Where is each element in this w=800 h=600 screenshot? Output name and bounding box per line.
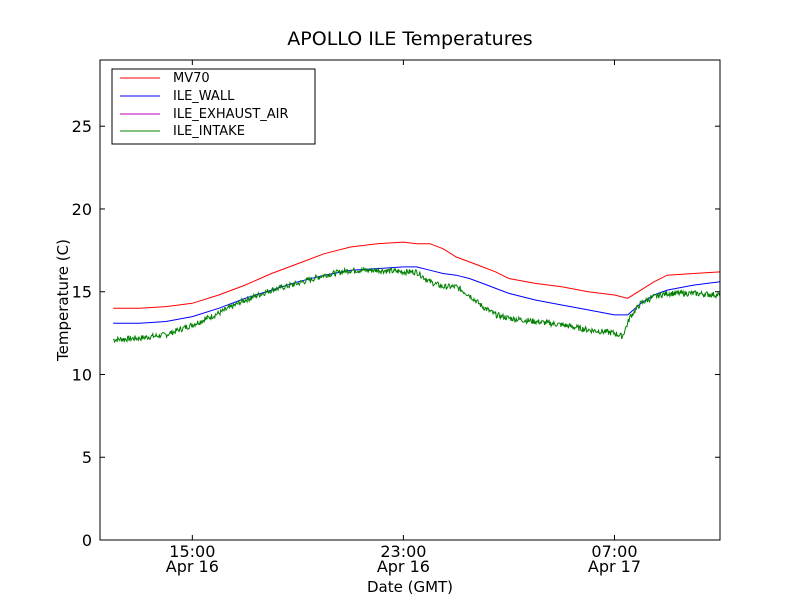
series-line-mv70 — [113, 241, 721, 309]
legend-label-ile-exhaust-air: ILE_EXHAUST_AIR — [173, 107, 289, 122]
legend-label-ile-intake: ILE_INTAKE — [173, 124, 245, 139]
x-tick-label-time: 23:00 — [380, 542, 426, 561]
y-tick-label: 5 — [82, 448, 92, 467]
y-tick-label: 25 — [72, 117, 92, 136]
x-tick-label-time: 07:00 — [591, 542, 637, 561]
x-tick-label-date: Apr 17 — [588, 557, 641, 576]
series-layer — [112, 241, 721, 343]
legend-label-mv70: MV70 — [173, 71, 210, 86]
y-tick-label: 15 — [72, 283, 92, 302]
series-line-ile-wall — [113, 266, 721, 324]
y-tick-label: 10 — [72, 365, 92, 384]
x-tick-label-date: Apr 16 — [166, 557, 219, 576]
y-axis-label: Temperature (C) — [54, 239, 72, 362]
legend-label-ile-wall: ILE_WALL — [173, 89, 235, 104]
legend: MV70 ILE_WALL ILE_EXHAUST_AIR ILE_INTAKE — [111, 68, 316, 145]
x-tick-label-date: Apr 16 — [377, 557, 430, 576]
chart-title: APOLLO ILE Temperatures — [287, 28, 532, 50]
x-axis-label: Date (GMT) — [367, 578, 453, 596]
series-line-ile-intake — [112, 266, 721, 343]
x-tick-label-time: 15:00 — [169, 542, 215, 561]
y-tick-label: 0 — [82, 531, 92, 550]
y-tick-label: 20 — [72, 200, 92, 219]
plot-frame — [99, 59, 721, 541]
